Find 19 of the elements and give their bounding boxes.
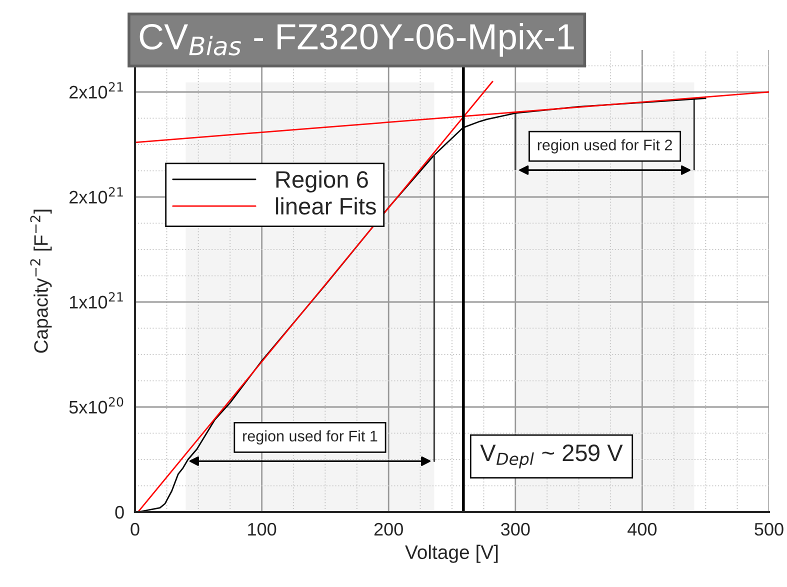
legend-label: Region 6 — [276, 170, 368, 193]
y-tick-label: 0 — [115, 506, 124, 519]
ref-line-label: V$_{Depl}$ ~ 259 V — [480, 444, 623, 468]
x-axis-title: Voltage [V] — [405, 544, 498, 563]
x-tick-label: 400 — [628, 522, 657, 536]
y-axis-title: Capacity$^{−2}$ [F$^{−2}$] — [30, 210, 52, 353]
chart-title: CV$_{Bias}$ - FZ320Y-06-Mpix-1 — [140, 23, 574, 57]
y-tick-label: 2x10$^{21}$ — [70, 187, 123, 204]
x-tick-label: 100 — [248, 522, 276, 536]
band-label: region used for Fit 2 — [538, 139, 672, 154]
y-tick-label: 2x10$^{21}$ — [70, 82, 123, 99]
x-tick-label: 500 — [754, 522, 784, 536]
x-tick-label: 300 — [501, 522, 530, 536]
legend-label: linear Fits — [276, 197, 376, 215]
band-label: region used for Fit 1 — [243, 430, 378, 445]
x-tick-label: 0 — [130, 522, 140, 536]
y-tick-label: 1x10$^{21}$ — [70, 292, 123, 309]
x-tick-label: 200 — [374, 522, 403, 536]
y-tick-label: 5x10$^{20}$ — [69, 397, 124, 414]
